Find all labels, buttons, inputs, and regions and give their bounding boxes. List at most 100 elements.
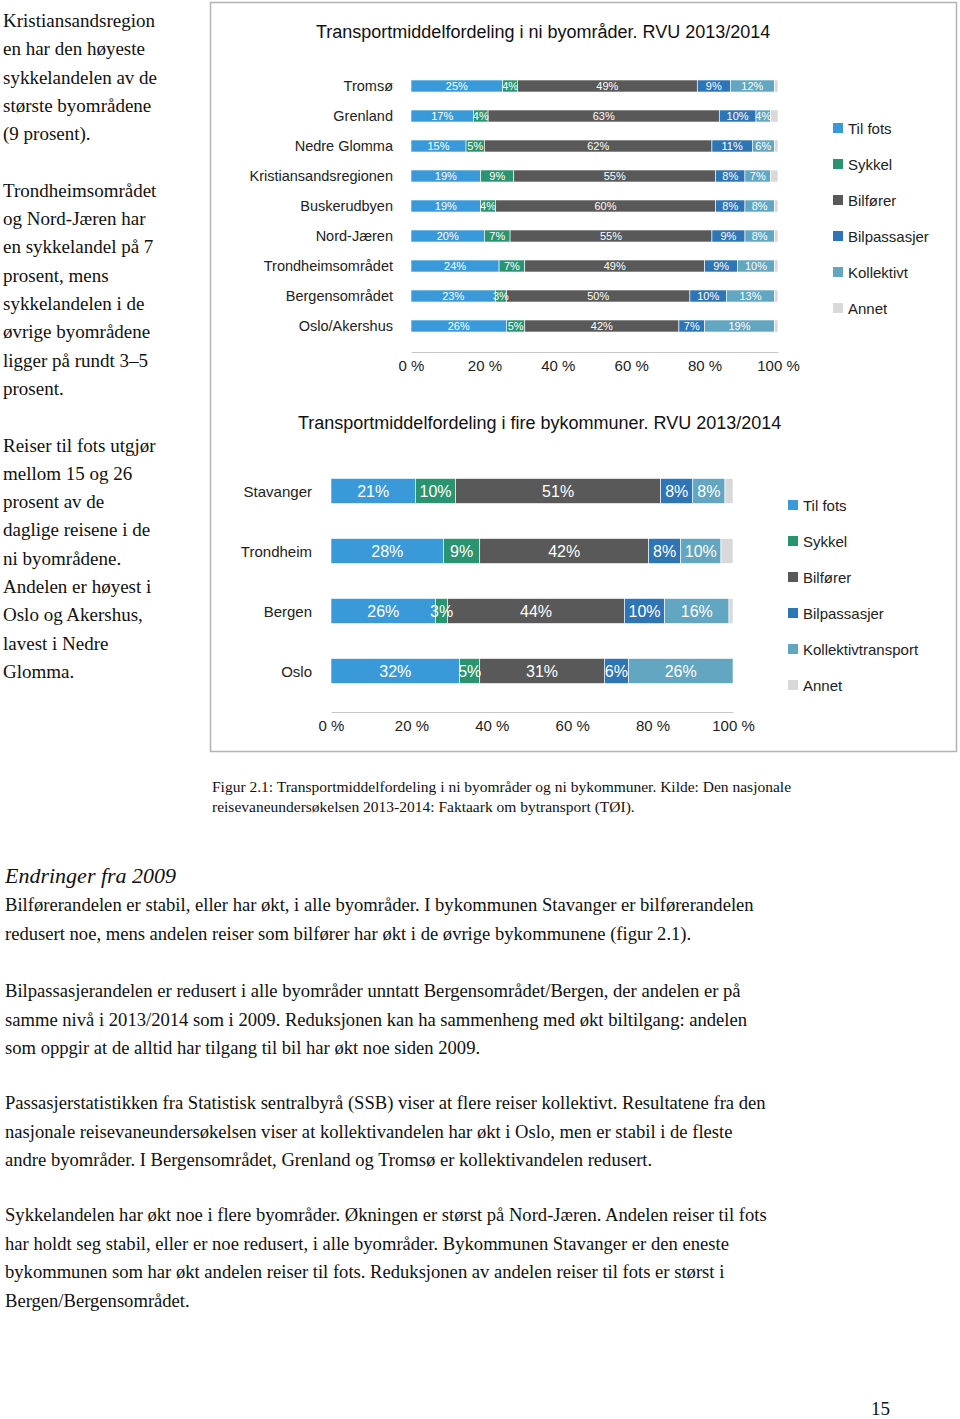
- data-label: 24%: [444, 260, 466, 272]
- data-label: 63%: [593, 110, 615, 122]
- category-label: Nedre Glomma: [295, 138, 394, 154]
- data-label: 20%: [437, 230, 459, 242]
- caption: Figur 2.1: Transportmiddelfordeling i ni…: [212, 778, 791, 816]
- data-label: 51%: [542, 483, 574, 500]
- paragraph-line: Sykkelandelen har økt noe i flere byområ…: [5, 1204, 767, 1225]
- bar-segment: [444, 539, 480, 564]
- tick-label: 60 %: [615, 357, 649, 374]
- paragraph-line: Passasjerstatistikken fra Statistisk sen…: [5, 1092, 766, 1114]
- bar-segment: [693, 479, 725, 504]
- bar-segment: [448, 599, 625, 624]
- data-label: 9%: [450, 543, 473, 560]
- legend-swatch: [788, 608, 798, 618]
- paragraph-line: bykommunen som har økt andelen reiser ti…: [5, 1261, 724, 1282]
- bar-segment: [411, 140, 466, 152]
- bar-segment: [774, 140, 778, 152]
- sidebar-line: Kristiansandsregion: [3, 10, 155, 31]
- data-label: 62%: [587, 140, 609, 152]
- paragraph-line: har holdt seg stabil, eller er noe redus…: [5, 1233, 729, 1254]
- data-label: 8%: [752, 230, 768, 242]
- data-label: 10%: [697, 290, 719, 302]
- tick: 60 %: [615, 352, 649, 374]
- legend-swatch: [833, 159, 843, 169]
- tick-label: 0 %: [399, 357, 425, 374]
- bars: [411, 80, 778, 332]
- paragraph-line: Bergen/Bergensområdet.: [5, 1290, 190, 1311]
- bar-segment: [681, 539, 721, 564]
- bar-segment: [756, 110, 771, 122]
- legend-swatch: [788, 536, 798, 546]
- legend: Til fotsSykkelBilførerBilpassasjerKollek…: [833, 120, 929, 317]
- sidebar-line: største byområdene: [3, 95, 151, 116]
- legend-label: Sykkel: [803, 533, 847, 550]
- data-label: 55%: [600, 230, 622, 242]
- bar-segment: [705, 260, 738, 272]
- bar-segment: [481, 200, 496, 212]
- data-label: 4%: [755, 110, 771, 122]
- data-label: 31%: [526, 663, 558, 680]
- bar-segment: [716, 200, 745, 212]
- bar-segment: [665, 599, 729, 624]
- data-label: 7%: [684, 320, 700, 332]
- bar-segment: [604, 659, 628, 684]
- category-label: Trondheim: [241, 543, 312, 560]
- data-label: 15%: [428, 140, 450, 152]
- sidebar-line: Glomma.: [3, 661, 74, 682]
- bar-segment: [729, 599, 733, 624]
- category-label: Oslo/Akershus: [299, 318, 393, 334]
- bar-segment: [331, 539, 444, 564]
- bar-segment: [774, 320, 778, 332]
- bar-segment: [506, 290, 690, 302]
- data-label: 10%: [685, 543, 717, 560]
- bar-segment: [484, 140, 712, 152]
- bar-segment: [733, 659, 734, 684]
- bar-segment: [411, 260, 499, 272]
- bar-segment: [716, 170, 745, 182]
- bar-segment: [466, 140, 484, 152]
- bar-segment: [661, 479, 693, 504]
- bars: [331, 479, 733, 684]
- category-label: Nord-Jæren: [316, 228, 393, 244]
- legend-swatch: [788, 572, 798, 582]
- legend-label: Bilfører: [848, 192, 896, 209]
- axis-line: [412, 352, 779, 353]
- data-label: 9%: [713, 260, 729, 272]
- sidebar-line: sykkelandelen i de: [3, 293, 144, 314]
- caption-line: Figur 2.1: Transportmiddelfordeling i ni…: [212, 778, 791, 795]
- tick: 0 %: [319, 712, 345, 734]
- bar-segment: [411, 200, 481, 212]
- data-label: 19%: [435, 200, 457, 212]
- legend-swatch: [833, 123, 843, 133]
- legend-swatch: [788, 500, 798, 510]
- tick-label: 60 %: [556, 717, 590, 734]
- data-label: 16%: [681, 603, 713, 620]
- sidebar-line: Reiser til fots utgjør: [3, 435, 156, 456]
- category-label: Buskerudbyen: [300, 198, 393, 214]
- data-label: 19%: [435, 170, 457, 182]
- data-labels: 25%17%15%19%19%20%24%23%26%4%4%5%9%4%7%7…: [428, 80, 772, 332]
- tick: 0 %: [399, 352, 425, 374]
- bar-segment: [624, 599, 664, 624]
- data-label: 19%: [728, 320, 750, 332]
- bar-segment: [480, 659, 605, 684]
- tick-label: 40 %: [475, 717, 509, 734]
- chart: Transportmiddelfordeling i ni byområder.…: [250, 22, 929, 374]
- sidebar-line: prosent av de: [3, 491, 104, 512]
- bar-segment: [705, 320, 775, 332]
- bar-segment: [411, 110, 473, 122]
- category-label: Grenland: [333, 108, 393, 124]
- sidebar-line: mellom 15 og 26: [3, 463, 132, 484]
- data-label: 10%: [745, 260, 767, 272]
- page: Kristiansandsregion en har den høyeste syk…: [0, 0, 960, 1419]
- sidebar-line: en har den høyeste: [3, 38, 145, 59]
- bar-segment: [649, 539, 681, 564]
- data-label: 9%: [489, 170, 505, 182]
- data-label: 17%: [431, 110, 453, 122]
- bar-segment: [525, 260, 705, 272]
- bar-segment: [495, 200, 715, 212]
- legend-label: Kollektivtransport: [803, 641, 919, 658]
- bar-segment: [411, 170, 481, 182]
- tick: 40 %: [475, 712, 509, 734]
- chart: Transportmiddelfordeling i fire bykommun…: [241, 413, 919, 734]
- bar-segment: [514, 170, 716, 182]
